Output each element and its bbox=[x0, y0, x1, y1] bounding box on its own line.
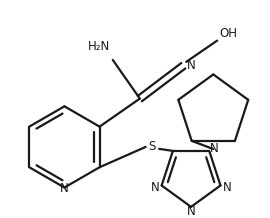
Text: H₂N: H₂N bbox=[88, 40, 110, 53]
Text: S: S bbox=[149, 140, 156, 153]
Text: OH: OH bbox=[219, 27, 237, 40]
Text: N: N bbox=[187, 205, 195, 218]
Text: N: N bbox=[187, 59, 196, 72]
Text: N: N bbox=[210, 141, 218, 155]
Text: N: N bbox=[223, 181, 232, 194]
Text: N: N bbox=[60, 182, 69, 195]
Text: N: N bbox=[150, 181, 159, 194]
